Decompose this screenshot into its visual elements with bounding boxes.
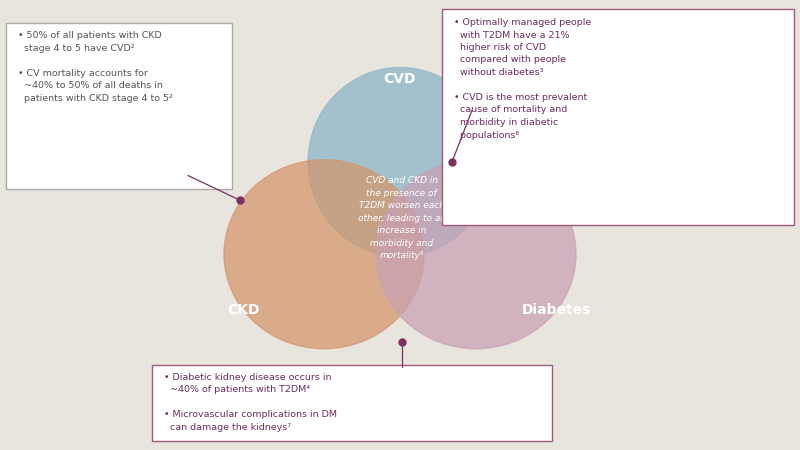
FancyBboxPatch shape bbox=[6, 22, 232, 189]
Ellipse shape bbox=[376, 160, 576, 349]
Text: Diabetes: Diabetes bbox=[522, 303, 590, 318]
Text: • Optimally managed people
  with T2DM have a 21%
  higher risk of CVD
  compare: • Optimally managed people with T2DM hav… bbox=[454, 18, 592, 140]
Text: CVD: CVD bbox=[384, 72, 416, 86]
Text: • Diabetic kidney disease occurs in
  ~40% of patients with T2DM⁴

• Microvascul: • Diabetic kidney disease occurs in ~40%… bbox=[164, 373, 337, 432]
FancyBboxPatch shape bbox=[152, 364, 552, 441]
Text: CKD: CKD bbox=[228, 303, 260, 318]
FancyBboxPatch shape bbox=[442, 9, 794, 225]
Ellipse shape bbox=[224, 160, 424, 349]
Ellipse shape bbox=[308, 68, 492, 256]
Text: • 50% of all patients with CKD
  stage 4 to 5 have CVD²

• CV mortality accounts: • 50% of all patients with CKD stage 4 t… bbox=[18, 32, 173, 103]
Text: CVD and CKD in
the presence of
T2DM worsen each
other, leading to an
increase in: CVD and CKD in the presence of T2DM wors… bbox=[358, 176, 446, 260]
